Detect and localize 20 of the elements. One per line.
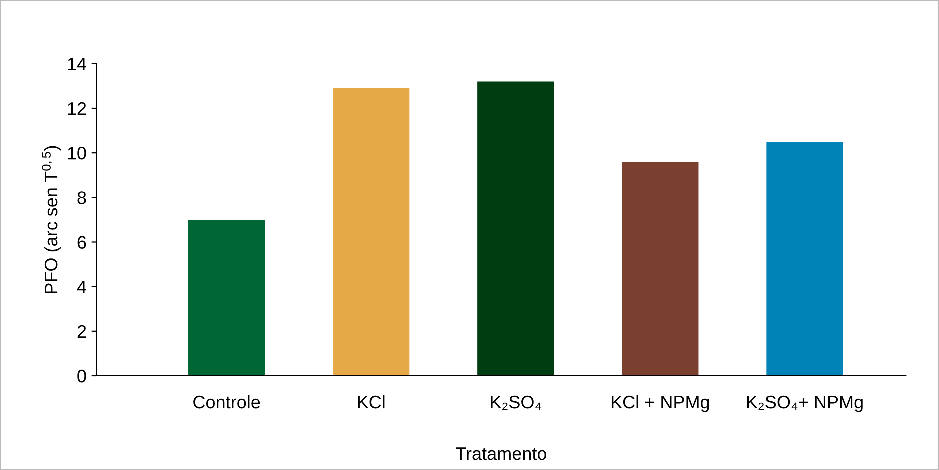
x-tick-label: K₂SO₄+ NPMg: [747, 396, 863, 412]
bar: [333, 88, 410, 376]
y-tick-label: 0: [78, 370, 86, 383]
y-tick-label: 8: [78, 192, 86, 204]
y-tick-label: 6: [78, 236, 86, 249]
y-tick-label: 10: [68, 147, 86, 160]
x-tick-label: K₂SO₄: [491, 396, 542, 410]
y-tick-label: 4: [77, 280, 86, 294]
y-axis-title: PFO (arc sen T$^{0,5}$): [42, 146, 62, 294]
bar: [478, 82, 554, 376]
bar: [622, 162, 699, 376]
x-tick-label: Controle: [194, 395, 260, 409]
x-tick-label: KCl: [358, 395, 385, 409]
y-tick-label: 14: [68, 58, 86, 70]
y-tick-label: 2: [78, 325, 86, 338]
bar: [188, 220, 266, 376]
bar: [766, 142, 844, 376]
x-tick-label: KCl + NPMg: [612, 395, 710, 412]
x-axis-title: Tratamento: [456, 448, 546, 460]
y-tick-label: 12: [68, 102, 86, 116]
